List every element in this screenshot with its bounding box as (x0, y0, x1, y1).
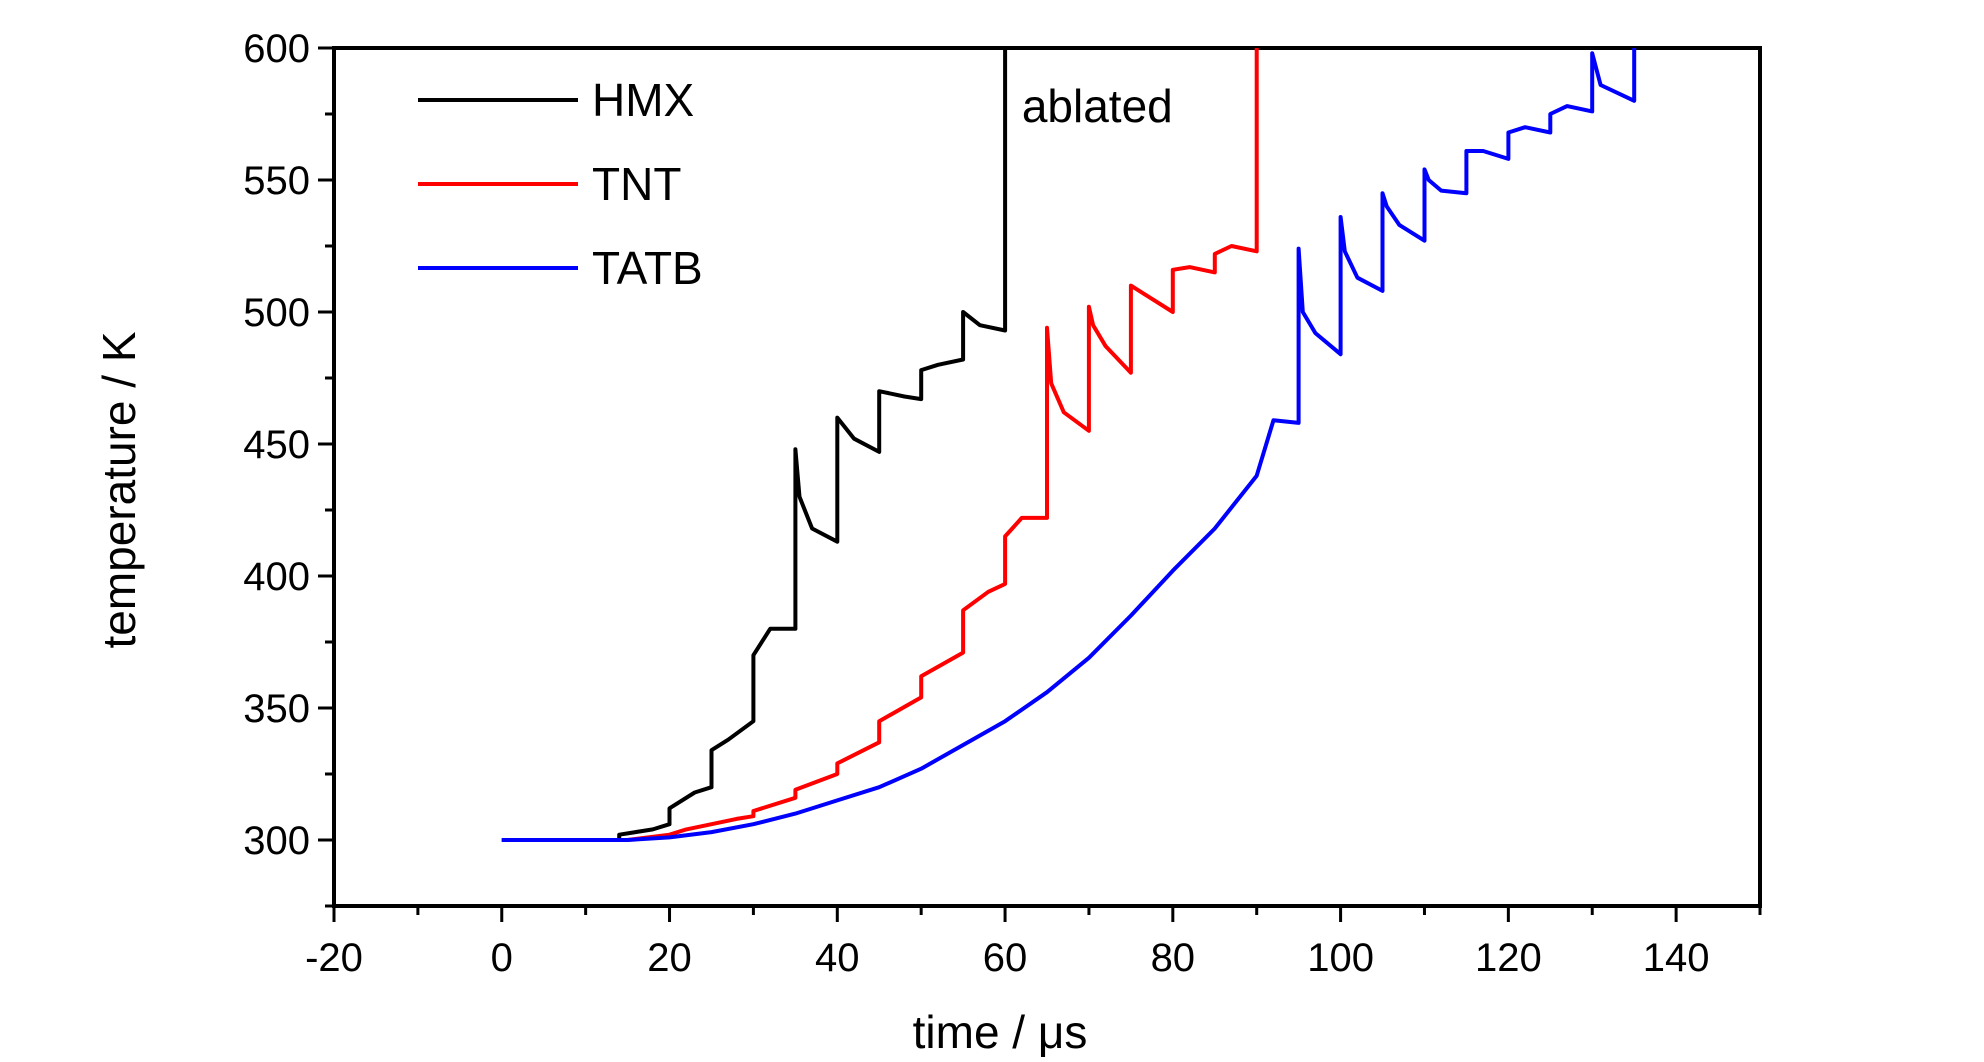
y-tick-label: 500 (243, 291, 310, 335)
y-tick-label: 600 (243, 27, 310, 71)
annotation-ablated: ablated (1022, 80, 1173, 132)
plot-area-frame (332, 46, 1762, 908)
x-tick-label: 40 (815, 936, 860, 980)
series-line-tatb (501, 48, 1637, 842)
y-tick-label: 350 (243, 687, 310, 731)
legend: HMX TNT TATB (418, 74, 703, 294)
x-tick-label: -20 (305, 936, 363, 980)
y-axis-ticks: 300 350 400 450 500 550 600 (243, 27, 334, 908)
legend-label-hmx: HMX (592, 74, 694, 126)
series-line-hmx (501, 48, 1008, 842)
legend-label-tatb: TATB (592, 242, 703, 294)
y-axis-label: temperature / K (93, 331, 145, 648)
x-axis-ticks: -20 0 20 40 60 80 100 120 140 (305, 906, 1762, 980)
legend-label-tnt: TNT (592, 158, 681, 210)
y-tick-label: 300 (243, 819, 310, 863)
series-line-tnt (501, 48, 1259, 842)
x-tick-label: 60 (983, 936, 1028, 980)
x-tick-label: 140 (1643, 936, 1710, 980)
x-tick-label: 20 (647, 936, 692, 980)
x-axis-label: time / μs (913, 1006, 1088, 1058)
x-tick-label: 0 (491, 936, 513, 980)
x-tick-label: 80 (1151, 936, 1196, 980)
y-tick-label: 400 (243, 555, 310, 599)
y-tick-label: 550 (243, 159, 310, 203)
x-tick-label: 120 (1475, 936, 1542, 980)
series-layer (501, 48, 1637, 842)
x-tick-label: 100 (1307, 936, 1374, 980)
y-tick-label: 450 (243, 423, 310, 467)
